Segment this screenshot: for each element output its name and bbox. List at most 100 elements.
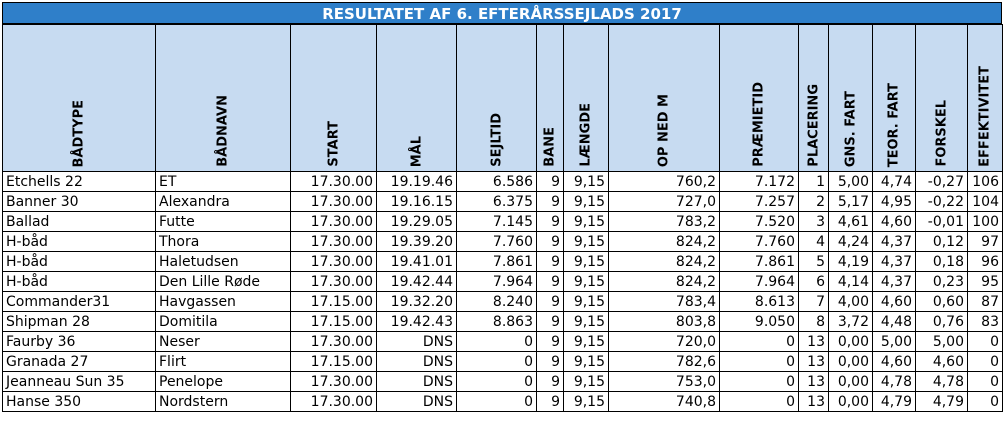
results-table: BÅDTYPE BÅDNAVN START MÅL SEJLTID BANE LÆNGDE O…: [2, 24, 1003, 412]
table-cell: 87: [967, 291, 1003, 312]
results-sheet: RESULTATET AF 6. EFTERÅRSSEJLADS 2017 BÅ…: [2, 2, 1003, 412]
table-cell: 5,00: [915, 331, 968, 352]
table-row: Shipman 28 Domitila 17.15.00 19.42.43 8.863 9…: [2, 311, 1003, 332]
table-cell: 9,15: [563, 191, 609, 212]
table-cell: 9,15: [563, 211, 609, 232]
table-cell: 4,60: [872, 351, 916, 372]
table-row: H-båd Haletudsen 17.30.00 19.41.01 7.861 9 9,1…: [2, 251, 1003, 272]
table-cell: 720,0: [608, 331, 720, 352]
table-cell: 9: [536, 291, 564, 312]
table-cell: 9: [536, 331, 564, 352]
table-cell: 17.30.00: [290, 171, 377, 192]
table-cell: 740,8: [608, 391, 720, 412]
column-header: PLACERING: [798, 24, 829, 172]
table-cell: 9,15: [563, 371, 609, 392]
table-cell: 6.375: [456, 191, 537, 212]
column-header: FORSKEL: [915, 24, 968, 172]
table-cell: 0: [719, 351, 799, 372]
table-cell: 9: [536, 191, 564, 212]
table-cell: 17.30.00: [290, 191, 377, 212]
table-cell: H-båd: [2, 251, 156, 272]
table-cell: DNS: [376, 351, 457, 372]
column-header-label: BÅDTYPE: [71, 99, 87, 167]
column-header: LÆNGDE: [563, 24, 609, 172]
table-cell: 4,60: [872, 211, 916, 232]
table-cell: 0: [719, 371, 799, 392]
table-body: Etchells 22 ET 17.30.00 19.19.46 6.586 9 9,15 7…: [2, 171, 1003, 412]
column-header-label: BANE: [542, 127, 558, 167]
table-cell: -0,01: [915, 211, 968, 232]
table-cell: 4,79: [872, 391, 916, 412]
table-cell: Flirt: [155, 351, 291, 372]
table-cell: Neser: [155, 331, 291, 352]
table-cell: Nordstern: [155, 391, 291, 412]
table-cell: 0,00: [828, 351, 873, 372]
table-cell: 4,95: [872, 191, 916, 212]
table-cell: 13: [798, 371, 829, 392]
table-cell: 7.760: [719, 231, 799, 252]
table-cell: Ballad: [2, 211, 156, 232]
table-cell: 9: [536, 391, 564, 412]
table-cell: 2: [798, 191, 829, 212]
table-row: Commander31 Havgassen 17.15.00 19.32.20 8.24…: [2, 291, 1003, 312]
table-cell: 19.42.44: [376, 271, 457, 292]
column-header: PRÆMIETID: [719, 24, 799, 172]
table-cell: 9: [536, 171, 564, 192]
table-cell: 7.760: [456, 231, 537, 252]
table-cell: 96: [967, 251, 1003, 272]
column-header-label: TEOR. FART: [886, 82, 902, 167]
table-cell: 3: [798, 211, 829, 232]
table-cell: 0,00: [828, 371, 873, 392]
table-row: Etchells 22 ET 17.30.00 19.19.46 6.586 9 9,15 7…: [2, 171, 1003, 192]
table-cell: H-båd: [2, 271, 156, 292]
table-cell: 0: [456, 391, 537, 412]
table-cell: 17.30.00: [290, 271, 377, 292]
table-cell: 9: [536, 251, 564, 272]
table-cell: 19.39.20: [376, 231, 457, 252]
header-row: BÅDTYPE BÅDNAVN START MÅL SEJLTID BANE LÆNGDE O…: [2, 24, 1003, 172]
table-cell: 7.257: [719, 191, 799, 212]
table-cell: 8.863: [456, 311, 537, 332]
table-cell: 9: [536, 311, 564, 332]
table-cell: 5: [798, 251, 829, 272]
table-cell: 17.15.00: [290, 291, 377, 312]
table-cell: 0,00: [828, 331, 873, 352]
table-cell: 0: [456, 371, 537, 392]
table-cell: 0: [967, 391, 1003, 412]
table-cell: 4,24: [828, 231, 873, 252]
table-cell: 8: [798, 311, 829, 332]
table-cell: 9,15: [563, 171, 609, 192]
table-cell: 8.613: [719, 291, 799, 312]
table-cell: 0,00: [828, 391, 873, 412]
table-cell: 8.240: [456, 291, 537, 312]
table-cell: -0,27: [915, 171, 968, 192]
table-cell: 7.861: [456, 251, 537, 272]
table-cell: Alexandra: [155, 191, 291, 212]
table-cell: 9,15: [563, 251, 609, 272]
column-header: MÅL: [376, 24, 457, 172]
table-cell: 0: [719, 331, 799, 352]
table-cell: 760,2: [608, 171, 720, 192]
table-cell: ET: [155, 171, 291, 192]
column-header-label: FORSKEL: [934, 100, 949, 167]
table-cell: 4,79: [915, 391, 968, 412]
table-cell: 9: [536, 351, 564, 372]
table-cell: DNS: [376, 391, 457, 412]
column-header-label: PRÆMIETID: [751, 82, 767, 167]
table-cell: 17.15.00: [290, 311, 377, 332]
table-row: H-båd Den Lille Røde 17.30.00 19.42.44 7.964…: [2, 271, 1003, 292]
table-cell: 0,76: [915, 311, 968, 332]
column-header: GNS. FART: [828, 24, 873, 172]
table-cell: 104: [967, 191, 1003, 212]
table-cell: Jeanneau Sun 35: [2, 371, 156, 392]
column-header-label: LÆNGDE: [578, 103, 594, 167]
table-cell: 19.41.01: [376, 251, 457, 272]
table-cell: 4,78: [872, 371, 916, 392]
table-row: Hanse 350 Nordstern 17.30.00 DNS 0 9 9,15 740,8…: [2, 391, 1003, 412]
table-cell: 9.050: [719, 311, 799, 332]
table-row: Banner 30 Alexandra 17.30.00 19.16.15 6.375 9…: [2, 191, 1003, 212]
table-cell: 19.29.05: [376, 211, 457, 232]
table-cell: Etchells 22: [2, 171, 156, 192]
table-row: Ballad Futte 17.30.00 19.29.05 7.145 9 9,15 783…: [2, 211, 1003, 232]
table-cell: 19.16.15: [376, 191, 457, 212]
